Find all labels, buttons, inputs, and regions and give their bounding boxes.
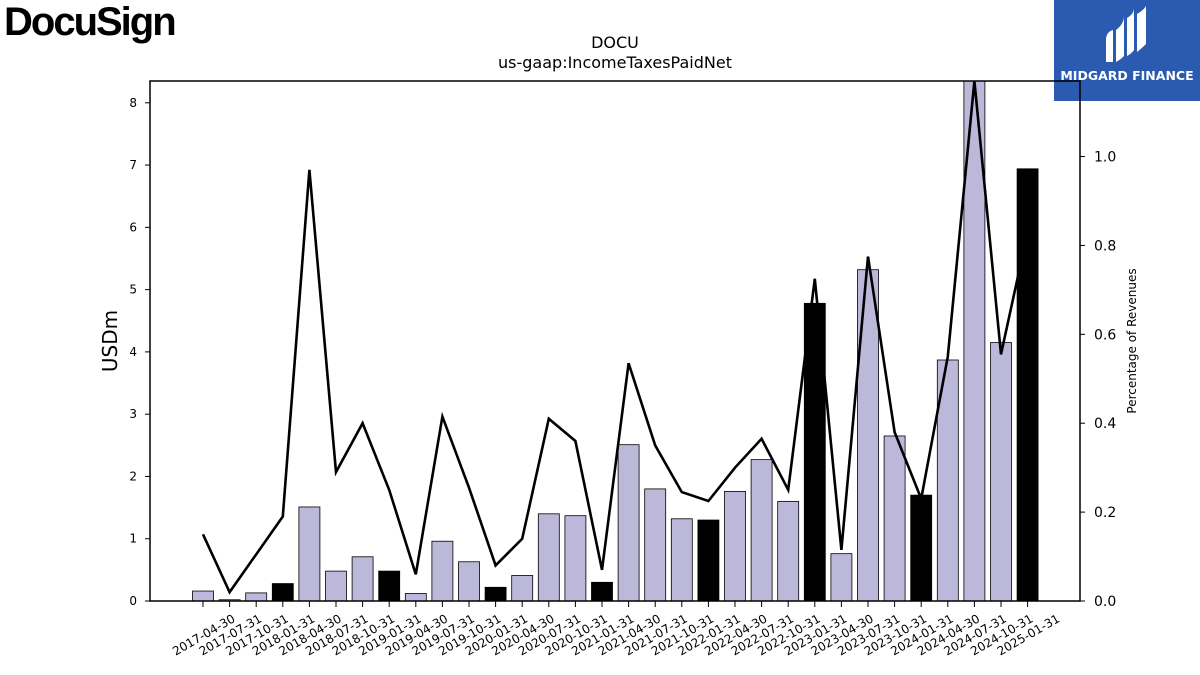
y2-axis: 0.0 0.2 0.4 0.6 0.8 1.0: [1080, 150, 1116, 610]
bar-2021-07-31: [644, 488, 667, 602]
y-tick-label: 1: [129, 532, 137, 546]
bar-2018-10-31: [351, 556, 374, 602]
y-tick-label: 6: [129, 220, 137, 234]
bar-2020-07-31: [537, 513, 560, 602]
pct-line-layer: [201, 80, 1029, 595]
bar-2022-07-31: [750, 459, 773, 602]
bar-2018-01-31: [271, 583, 294, 602]
bar-2023-10-31: [883, 435, 906, 602]
y2-tick-label: 0.4: [1094, 416, 1116, 432]
bar-2020-10-31: [564, 515, 587, 602]
chart-subtitle: us-gaap:IncomeTaxesPaidNet: [498, 53, 732, 72]
bars-layer: [192, 80, 1039, 602]
x-axis: 2017-04-302017-07-312017-10-312018-01-31…: [170, 601, 1062, 658]
bar-2019-04-30: [404, 593, 427, 602]
y2-tick-label: 1.0: [1094, 150, 1116, 166]
y2-tick-label: 0.8: [1094, 238, 1116, 254]
bar-2020-01-31: [484, 586, 507, 602]
y-tick-label: 7: [129, 158, 137, 172]
bar-2023-07-31: [857, 269, 879, 602]
bar-2017-04-30: [192, 590, 214, 602]
y-tick-label: 5: [129, 283, 137, 297]
bar-2022-10-31: [777, 500, 800, 602]
midgard-m-icon: [1106, 6, 1146, 62]
bar-2019-01-31: [378, 570, 401, 602]
docusign-logo: DocuSign: [4, 0, 177, 44]
y-tick-label: 3: [129, 407, 137, 421]
bar-2018-04-30: [298, 506, 321, 602]
y2-axis-label: Percentage of Revenues: [1125, 268, 1139, 413]
bar-2021-10-31: [670, 518, 693, 602]
y-axis-label: USDm: [98, 310, 122, 372]
bar-2024-01-31: [910, 494, 933, 602]
bar-2020-04-30: [511, 575, 534, 602]
midgard-finance-badge: MIDGARD FINANCE: [1054, 0, 1200, 101]
badge-name: MIDGARD FINANCE: [1060, 68, 1194, 83]
bar-2018-07-31: [325, 570, 347, 602]
bar-2023-04-30: [830, 553, 853, 602]
bar-2021-01-31: [591, 581, 613, 602]
y-tick-label: 8: [129, 96, 137, 110]
bar-2022-04-30: [724, 490, 746, 602]
y-tick-label: 0: [129, 594, 137, 608]
bar-2019-07-31: [431, 540, 454, 602]
y-axis: 0 1 2 3 4 5 6 7 8: [129, 96, 150, 608]
pct-of-revenue-line: [201, 80, 1029, 595]
y2-tick-label: 0.2: [1094, 505, 1116, 521]
chart-title: DOCU: [591, 33, 639, 52]
y2-tick-label: 0.6: [1094, 327, 1116, 343]
bar-2022-01-31: [697, 519, 720, 602]
bar-2021-04-30: [617, 444, 640, 602]
y-tick-label: 2: [129, 469, 137, 483]
y-tick-label: 4: [129, 345, 137, 359]
plot-frame: [149, 80, 1081, 602]
y2-tick-label: 0.0: [1094, 594, 1116, 610]
bar-2019-10-31: [458, 561, 480, 602]
bar-2017-10-31: [245, 592, 268, 602]
bar-2024-10-31: [990, 342, 1012, 602]
